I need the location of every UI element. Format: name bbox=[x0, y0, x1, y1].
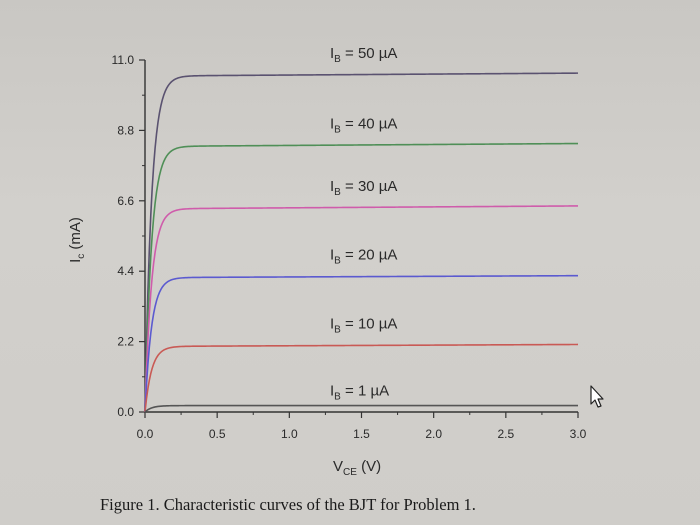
y-tick-label: 11.0 bbox=[112, 53, 135, 67]
x-tick-label: 1.0 bbox=[281, 427, 298, 441]
curve-label: IB = 40 µA bbox=[330, 115, 397, 135]
curve-label: IB = 30 µA bbox=[330, 178, 397, 198]
x-tick-label: 3.0 bbox=[570, 427, 587, 441]
x-tick-label: 1.5 bbox=[353, 427, 370, 441]
curve-label: IB = 20 µA bbox=[330, 247, 397, 267]
curve-ib-0 bbox=[144, 72, 579, 413]
x-tick-label: 2.5 bbox=[497, 427, 514, 441]
curve-label: IB = 10 µA bbox=[330, 315, 397, 335]
curve-ib-4 bbox=[144, 343, 579, 413]
curve-label: IB = 50 µA bbox=[330, 45, 397, 65]
curve-labels: IB = 50 µA IB = 40 µA IB = 30 µA IB = 20 µA… bbox=[330, 45, 397, 403]
figure-caption: Figure 1. Characteristic curves of the B… bbox=[100, 495, 476, 514]
y-tick-label: 6.6 bbox=[117, 194, 134, 208]
curve-ib-2 bbox=[144, 205, 579, 413]
y-tick-label: 8.8 bbox=[117, 123, 134, 137]
axis-ticks: 0.0 0.5 1.0 1.5 2.0 2.5 3.0 0.0 2.2 4.4 6.6 8.8 11.0 bbox=[112, 53, 587, 441]
curve-ib-5 bbox=[144, 404, 578, 413]
x-tick-label: 2.0 bbox=[425, 427, 442, 441]
y-axis-title: Ic (mA) bbox=[67, 217, 87, 263]
y-tick-label: 0.0 bbox=[117, 405, 134, 419]
curve-ib-3 bbox=[144, 274, 579, 413]
curve-ib-1 bbox=[144, 142, 579, 413]
cursor-icon bbox=[590, 385, 604, 408]
x-tick-label: 0.5 bbox=[209, 427, 226, 441]
x-tick-label: 0.0 bbox=[137, 427, 154, 441]
x-axis-title: VCE (V) bbox=[333, 458, 381, 478]
y-tick-label: 4.4 bbox=[117, 264, 134, 278]
curves bbox=[144, 72, 579, 413]
curve-label: IB = 1 µA bbox=[330, 383, 389, 403]
y-tick-label: 2.2 bbox=[117, 335, 134, 349]
